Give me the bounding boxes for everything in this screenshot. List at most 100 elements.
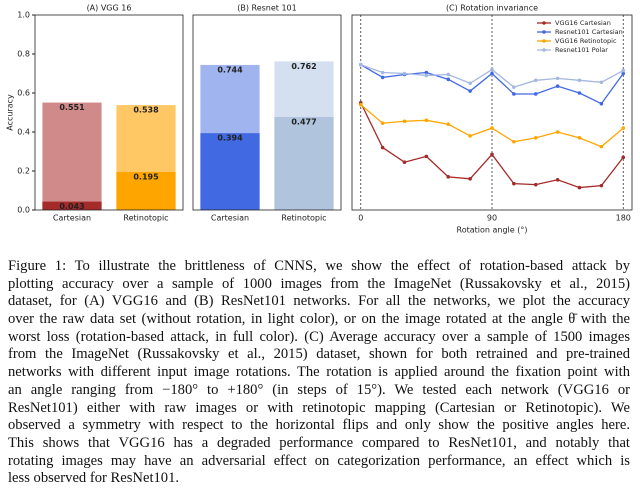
point xyxy=(380,145,385,150)
point xyxy=(555,76,560,81)
point xyxy=(402,71,407,76)
bar-value-label: 0.195 xyxy=(133,172,159,181)
point xyxy=(380,121,385,126)
point xyxy=(446,72,451,77)
point xyxy=(490,152,494,157)
point xyxy=(424,118,429,123)
x-tick-label: 180 xyxy=(616,214,631,223)
point xyxy=(555,84,560,88)
point xyxy=(490,126,494,130)
caption-line: Figure 1: To illustrate the brittleness … xyxy=(8,258,630,274)
point xyxy=(380,75,385,80)
legend-marker xyxy=(542,21,546,25)
point xyxy=(555,177,560,182)
panel-title: (C) Rotation invariance xyxy=(446,4,538,13)
panel-title: (B) Resnet 101 xyxy=(237,4,297,13)
bar xyxy=(274,116,334,210)
point xyxy=(533,78,538,83)
bar xyxy=(200,133,260,210)
caption-line: ResNet101) either with raw images or wit… xyxy=(8,399,630,416)
axes-frame xyxy=(351,14,633,211)
point xyxy=(446,175,451,179)
point xyxy=(358,62,363,67)
point xyxy=(599,144,604,149)
point xyxy=(533,92,538,96)
point xyxy=(621,155,626,160)
point xyxy=(380,70,385,75)
caption-line: dataset, for (A) VGG16 and (B) ResNet101… xyxy=(8,293,630,310)
legend-marker xyxy=(542,48,546,52)
legend-label: Resnet101 Cartesian xyxy=(555,28,623,36)
point xyxy=(468,177,472,181)
point xyxy=(512,85,516,89)
bar-value-label: 0.551 xyxy=(59,103,85,112)
x-axis-label: Rotation angle (°) xyxy=(457,226,528,235)
bar-value-label: 0.538 xyxy=(133,106,159,115)
bar-value-label: 0.394 xyxy=(217,134,243,143)
caption-line: networks with different input image rota… xyxy=(8,364,630,381)
point xyxy=(446,77,451,82)
legend-marker xyxy=(542,39,546,43)
caption-line: from the ImageNet (Russakovsky et al., 2… xyxy=(8,346,630,363)
caption-line: rotating images may have an adversarial … xyxy=(8,452,630,469)
point xyxy=(512,139,516,144)
point xyxy=(577,136,582,140)
point xyxy=(599,80,604,85)
caption-line: observed a symmetry with respect to the … xyxy=(8,417,630,434)
point xyxy=(533,136,538,140)
point xyxy=(577,91,582,95)
x-tick-label: Cartesian xyxy=(53,214,91,223)
caption-line: This shows that VGG16 has a degraded per… xyxy=(8,434,630,451)
y-tick-label: 1.0 xyxy=(17,11,30,20)
caption: Figure 1: To illustrate the brittleness … xyxy=(8,258,630,488)
caption-line: plotting accuracy over a sample of 1000 … xyxy=(8,275,630,292)
point xyxy=(468,89,472,93)
point xyxy=(512,92,516,96)
point xyxy=(490,67,494,72)
legend-label: VGG16 Retinotopic xyxy=(555,37,617,45)
y-tick-label: 0.0 xyxy=(17,206,30,215)
bar-value-label: 0.043 xyxy=(59,202,84,211)
point xyxy=(490,71,494,76)
y-tick-label: 0.2 xyxy=(17,167,30,176)
bar-value-label: 0.762 xyxy=(291,62,316,71)
panel-title: (A) VGG 16 xyxy=(87,4,132,13)
y-axis-label: Accuracy xyxy=(6,94,15,131)
point xyxy=(577,185,582,190)
x-tick-label: 0 xyxy=(358,214,363,223)
y-tick-label: 0.8 xyxy=(17,50,30,59)
point xyxy=(533,182,538,187)
point xyxy=(621,71,626,76)
point xyxy=(599,183,604,188)
point xyxy=(577,78,582,83)
x-tick-label: 90 xyxy=(487,214,497,223)
x-tick-label: Retinotopic xyxy=(123,214,168,223)
point xyxy=(555,130,560,134)
bar xyxy=(42,102,102,210)
point xyxy=(621,126,626,130)
point xyxy=(512,181,516,186)
bar xyxy=(42,201,102,210)
point xyxy=(424,73,429,78)
axes-frame xyxy=(192,14,342,211)
legend-label: Resnet101 Polar xyxy=(555,46,608,54)
point xyxy=(446,122,451,126)
y-tick-label: 0.6 xyxy=(17,89,30,98)
point xyxy=(424,70,429,75)
caption-line: worst loss (rotation-based attack, in fu… xyxy=(8,328,630,345)
x-tick-label: Retinotopic xyxy=(281,214,326,223)
point xyxy=(358,102,363,107)
y-tick-label: 0.4 xyxy=(17,128,30,137)
point xyxy=(402,160,407,165)
point xyxy=(599,101,604,106)
caption-line: less observed for ResNet101. xyxy=(8,470,180,487)
legend-marker xyxy=(542,30,546,34)
figure: (A) VGG 16 Accuracy 0.0 0.2 0.4 0.6 0.8 1.0 Cart… xyxy=(6,4,633,235)
point xyxy=(402,119,407,124)
point xyxy=(424,154,429,159)
bar xyxy=(116,171,176,210)
point xyxy=(621,68,626,73)
point xyxy=(468,81,472,86)
caption-line: an angle ranging from −180° to +180° (in… xyxy=(8,381,630,398)
